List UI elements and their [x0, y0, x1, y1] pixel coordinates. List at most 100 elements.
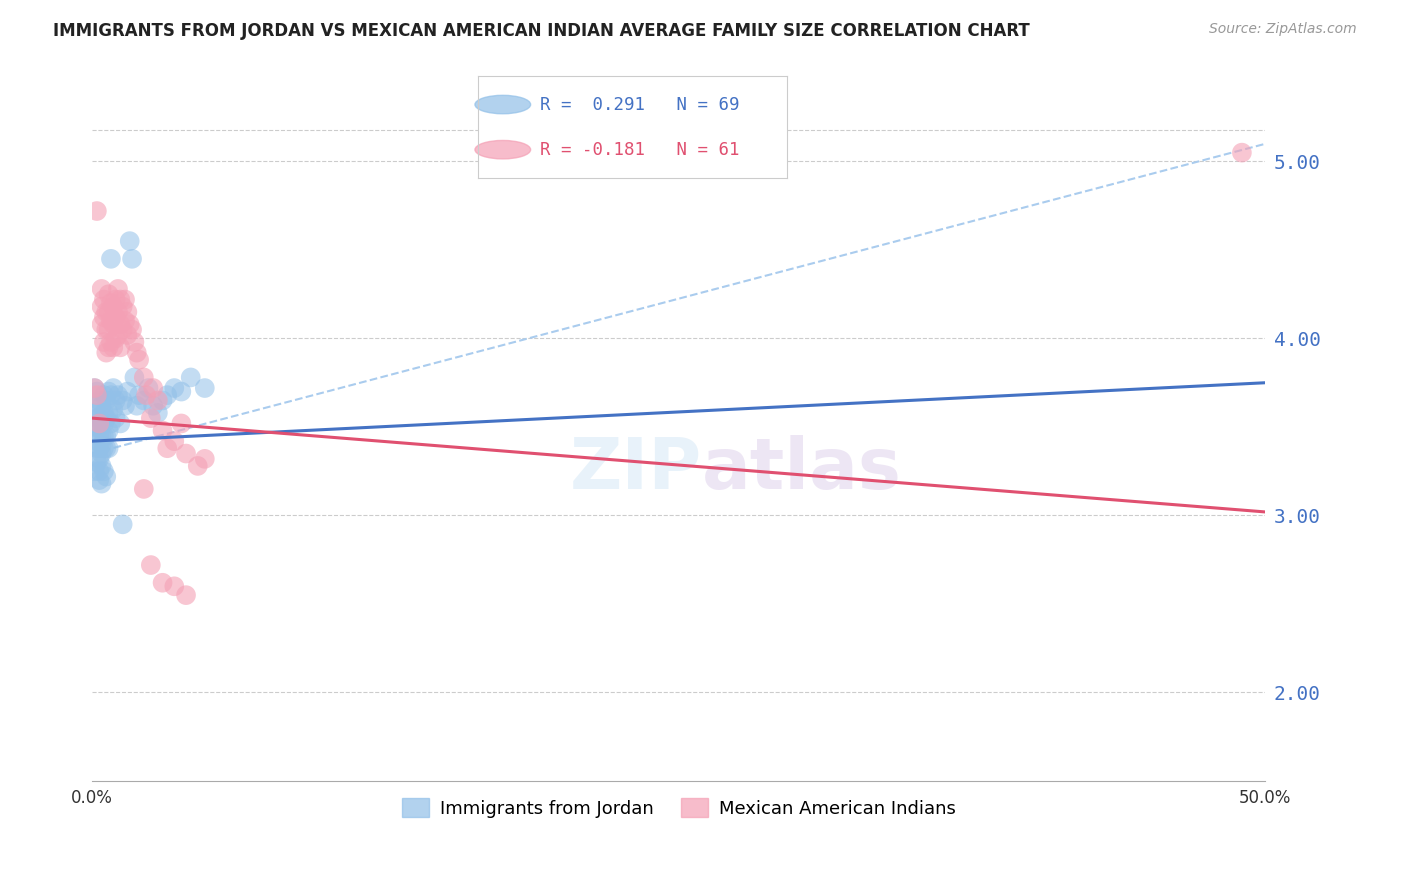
Point	[107, 327, 129, 342]
Point	[97, 305, 120, 319]
Point	[89, 417, 111, 431]
Point	[114, 314, 136, 328]
Circle shape	[475, 140, 530, 159]
Point	[93, 310, 115, 325]
Point	[96, 411, 118, 425]
Point	[121, 252, 143, 266]
Point	[117, 305, 139, 319]
Point	[125, 399, 148, 413]
Point	[139, 558, 162, 572]
Point	[100, 388, 122, 402]
Point	[100, 252, 122, 266]
Point	[93, 441, 115, 455]
Point	[124, 370, 146, 384]
Point	[104, 293, 127, 307]
Point	[89, 420, 111, 434]
Point	[111, 517, 134, 532]
Point	[156, 388, 179, 402]
Point	[96, 345, 118, 359]
Point	[170, 417, 193, 431]
Point	[97, 424, 120, 438]
Point	[89, 473, 111, 487]
Point	[146, 406, 169, 420]
Point	[96, 441, 118, 455]
Point	[89, 451, 111, 466]
Point	[152, 575, 174, 590]
Point	[142, 399, 165, 413]
Point	[104, 411, 127, 425]
Point	[86, 434, 108, 449]
Point	[163, 381, 186, 395]
Point	[174, 446, 197, 460]
Point	[194, 451, 217, 466]
Text: ZIP: ZIP	[569, 435, 702, 504]
Point	[114, 399, 136, 413]
Point	[107, 305, 129, 319]
Point	[86, 441, 108, 455]
Point	[132, 482, 155, 496]
Point	[90, 458, 112, 473]
Point	[103, 318, 125, 332]
Point	[89, 429, 111, 443]
Point	[90, 399, 112, 413]
Point	[83, 464, 105, 478]
Point	[86, 411, 108, 425]
Point	[97, 340, 120, 354]
Point	[1230, 145, 1253, 160]
Point	[174, 588, 197, 602]
Point	[93, 417, 115, 431]
Point	[90, 446, 112, 460]
Point	[93, 388, 115, 402]
Text: R =  0.291   N = 69: R = 0.291 N = 69	[540, 95, 740, 113]
Point	[97, 441, 120, 455]
Point	[118, 318, 141, 332]
Point	[93, 293, 115, 307]
Point	[111, 323, 134, 337]
Point	[97, 323, 120, 337]
Point	[163, 579, 186, 593]
Point	[121, 323, 143, 337]
Point	[180, 370, 202, 384]
Point	[93, 464, 115, 478]
Point	[156, 441, 179, 455]
Point	[83, 406, 105, 420]
Point	[96, 305, 118, 319]
Point	[138, 381, 160, 395]
Point	[170, 384, 193, 399]
Point	[90, 282, 112, 296]
Point	[135, 388, 157, 402]
Point	[97, 384, 120, 399]
Point	[103, 381, 125, 395]
Point	[83, 420, 105, 434]
Point	[93, 406, 115, 420]
Point	[152, 393, 174, 408]
Point	[89, 411, 111, 425]
Point	[97, 287, 120, 301]
Point	[93, 429, 115, 443]
Point	[110, 417, 132, 431]
Point	[125, 345, 148, 359]
Point	[83, 381, 105, 395]
Point	[103, 402, 125, 417]
Text: Source: ZipAtlas.com: Source: ZipAtlas.com	[1209, 22, 1357, 37]
Point	[96, 393, 118, 408]
Point	[96, 469, 118, 483]
Point	[86, 384, 108, 399]
Point	[111, 393, 134, 408]
Point	[118, 234, 141, 248]
Point	[86, 388, 108, 402]
Circle shape	[475, 95, 530, 114]
Point	[86, 420, 108, 434]
Point	[132, 370, 155, 384]
Point	[97, 406, 120, 420]
Point	[90, 429, 112, 443]
Point	[194, 381, 217, 395]
Point	[83, 381, 105, 395]
Point	[89, 464, 111, 478]
Point	[114, 293, 136, 307]
Point	[90, 300, 112, 314]
Point	[128, 352, 150, 367]
Point	[103, 300, 125, 314]
Point	[142, 381, 165, 395]
Point	[110, 318, 132, 332]
